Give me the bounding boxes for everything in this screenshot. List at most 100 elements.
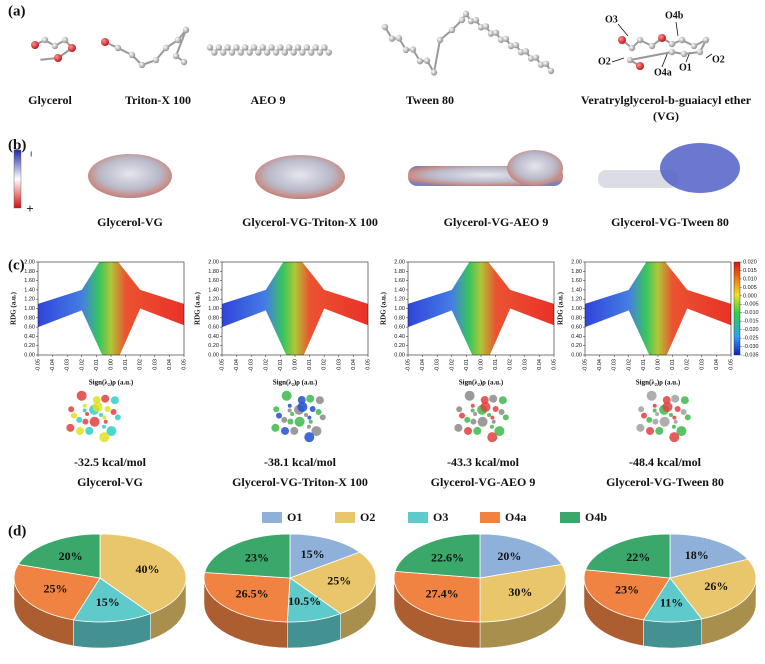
data-label: 22% bbox=[626, 550, 650, 564]
colorbar-tick-label: 0.005 bbox=[743, 285, 757, 291]
y-tick-label: 0.40 bbox=[571, 334, 582, 340]
pie-slice bbox=[13, 563, 101, 621]
esp-surface bbox=[255, 155, 345, 199]
y-tick-label: 1.00 bbox=[394, 306, 405, 312]
nci-isosurface bbox=[271, 423, 280, 432]
atom bbox=[182, 26, 190, 34]
nci-isosurface bbox=[498, 408, 505, 415]
nci-isosurface bbox=[281, 416, 288, 423]
nci-isosurface bbox=[464, 426, 473, 435]
y-tick-label: 0.20 bbox=[571, 343, 582, 349]
x-tick-label: 0.00 bbox=[108, 359, 114, 370]
nci-isosurface bbox=[672, 415, 677, 420]
nci-isosurface bbox=[319, 414, 326, 421]
legend-swatch bbox=[262, 512, 282, 523]
colorbar-tick-label: -0.030 bbox=[743, 344, 759, 350]
atom bbox=[162, 44, 170, 52]
y-axis-label: RDG (a.u.) bbox=[557, 291, 565, 325]
nci-isosurface bbox=[659, 416, 670, 427]
nci-isosurface bbox=[487, 413, 491, 417]
nci-isosurface bbox=[273, 406, 280, 413]
x-tick-label: -0.04 bbox=[420, 359, 426, 372]
nci-isosurface bbox=[82, 418, 89, 425]
nci-isosurface bbox=[473, 426, 482, 435]
nci-isosurface bbox=[669, 432, 680, 443]
nci-isosurface bbox=[655, 411, 660, 416]
y-tick-label: 2.00 bbox=[24, 259, 35, 265]
nci-isosurface bbox=[662, 401, 673, 412]
nci-isosurface bbox=[477, 416, 488, 427]
complex-name: Glycerol-VG-AEO 9 bbox=[444, 215, 549, 229]
nci-isosurface bbox=[662, 396, 671, 405]
atom bbox=[472, 17, 480, 24]
atom bbox=[636, 62, 644, 70]
atom bbox=[462, 10, 470, 18]
y-tick-label: 1.60 bbox=[394, 278, 405, 284]
nci-isosurface bbox=[480, 396, 489, 405]
y-tick-label: 0.80 bbox=[24, 315, 35, 321]
y-tick-label: 0.20 bbox=[394, 343, 405, 349]
atom bbox=[268, 44, 275, 51]
panel-label: (b) bbox=[8, 137, 26, 153]
atom bbox=[180, 58, 188, 66]
rdg-scatter-cloud bbox=[585, 262, 731, 355]
atom bbox=[626, 56, 634, 64]
data-label: 25% bbox=[44, 581, 68, 595]
colorbar-tick-label: 0.000 bbox=[743, 293, 757, 299]
x-tick-label: -0.05 bbox=[35, 359, 41, 372]
bond bbox=[433, 39, 441, 73]
esp-surface bbox=[660, 143, 740, 193]
atom bbox=[228, 49, 236, 56]
molecule-name: Glycerol bbox=[28, 93, 72, 107]
y-tick-label: 1.20 bbox=[24, 297, 35, 303]
y-tick-label: 0.80 bbox=[208, 315, 219, 321]
nci-isosurface bbox=[652, 408, 657, 413]
x-tick-label: 0.01 bbox=[670, 359, 676, 370]
legend-swatch bbox=[335, 512, 355, 523]
nci-isosurface bbox=[281, 426, 290, 435]
nci-isosurface bbox=[315, 396, 324, 405]
atom bbox=[220, 49, 227, 56]
atom-label: O1 bbox=[679, 62, 692, 73]
panel-label: (a) bbox=[8, 3, 26, 19]
y-tick-label: 1.80 bbox=[24, 269, 35, 275]
data-label: 23% bbox=[245, 551, 269, 565]
nci-isosurface bbox=[66, 423, 75, 432]
nci-isosurface bbox=[489, 394, 498, 403]
nci-isosurface bbox=[297, 396, 306, 405]
data-label: 20% bbox=[497, 549, 521, 563]
x-tick-label: -0.03 bbox=[435, 359, 441, 372]
atom bbox=[272, 49, 280, 56]
atom bbox=[458, 16, 466, 24]
x-tick-label: 0.05 bbox=[728, 359, 734, 370]
atom bbox=[618, 36, 626, 44]
x-tick-label: -0.03 bbox=[612, 359, 618, 372]
atom bbox=[277, 44, 284, 51]
nci-isosurface bbox=[673, 419, 678, 424]
atom bbox=[316, 49, 324, 56]
pie-slice bbox=[289, 551, 377, 615]
atom bbox=[237, 49, 244, 56]
colorbar-tick-label: -0.010 bbox=[743, 310, 759, 316]
panel-label: (c) bbox=[8, 257, 25, 273]
nci-isosurface bbox=[99, 413, 103, 417]
nci-isosurface bbox=[304, 413, 308, 417]
nci-isosurface bbox=[676, 426, 687, 437]
x-tick-label: -0.01 bbox=[278, 359, 284, 372]
y-tick-label: 1.20 bbox=[208, 297, 219, 303]
x-tick-label: 0.05 bbox=[365, 359, 371, 370]
nci-isosurface bbox=[76, 390, 87, 401]
nci-isosurface bbox=[85, 426, 94, 435]
x-tick-label: 0.03 bbox=[522, 359, 528, 370]
nci-isosurface bbox=[492, 405, 499, 412]
nci-isosurface bbox=[290, 426, 299, 435]
complex-name: Glycerol-VG-Triton-X 100 bbox=[242, 215, 378, 229]
x-tick-label: 0.04 bbox=[167, 359, 173, 370]
y-tick-label: 1.60 bbox=[571, 278, 582, 284]
nci-isosurface bbox=[646, 426, 655, 435]
nci-isosurface bbox=[655, 426, 664, 435]
nci-isosurface bbox=[311, 426, 322, 437]
nci-isosurface bbox=[454, 423, 463, 432]
y-tick-label: 1.80 bbox=[394, 269, 405, 275]
nci-isosurface bbox=[487, 432, 498, 443]
